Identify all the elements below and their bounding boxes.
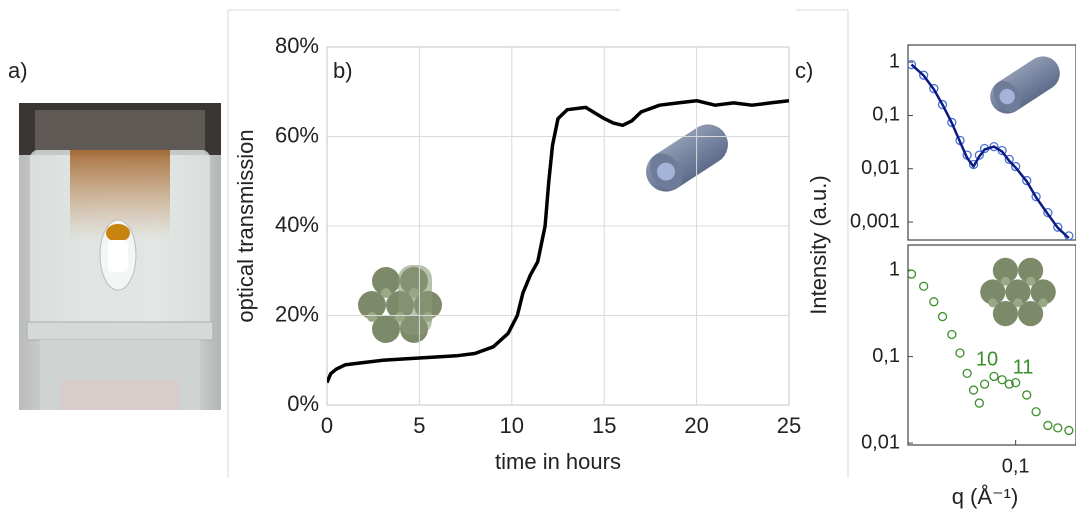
data-line	[910, 63, 1070, 240]
y-tick-label: 40%	[275, 212, 319, 237]
data-point	[979, 379, 990, 389]
plot-area	[908, 269, 1074, 436]
x-tick-label: 5	[413, 413, 425, 438]
photo	[19, 103, 221, 410]
peak-label: 11	[1013, 356, 1034, 378]
data-point	[1043, 420, 1053, 431]
x-tick-label: 25	[777, 413, 801, 438]
peak-label: 10	[976, 348, 998, 370]
data-point	[1011, 377, 1021, 388]
y-tick-label: 20%	[275, 301, 319, 326]
y-axis-label: optical transmission	[233, 129, 258, 322]
panel-label: c)	[795, 58, 813, 83]
y-tick-label: 0,1	[872, 345, 900, 367]
y-tick-label: 0,01	[861, 157, 900, 179]
data-point	[974, 398, 984, 408]
data-point	[1011, 161, 1021, 172]
x-tick-label: 20	[684, 413, 708, 438]
x-tick-label: 10	[500, 413, 524, 438]
plot-frame	[907, 244, 1076, 446]
x-tick-label: 0,1	[1002, 455, 1030, 477]
data-point	[1031, 191, 1041, 202]
data-point	[955, 348, 965, 358]
data-point	[937, 311, 948, 322]
data-point	[962, 368, 972, 378]
y-tick-label: 0,001	[850, 210, 900, 232]
y-tick-label: 80%	[275, 33, 319, 58]
y-tick-label: 1	[889, 50, 900, 72]
y-tick-label: 0,1	[872, 104, 900, 126]
y-axis-label: Intensity (a.u.)	[806, 175, 831, 314]
y-tick-label: 60%	[275, 122, 319, 147]
data-point	[947, 117, 957, 128]
plot-frame	[326, 46, 790, 406]
data-point	[1053, 222, 1063, 232]
cylinder-icon	[646, 124, 728, 192]
x-axis-label: time in hours	[495, 449, 621, 474]
data-point	[1031, 407, 1041, 417]
plot-area	[327, 98, 789, 384]
data-point	[919, 281, 929, 291]
data-point	[1053, 423, 1063, 433]
data-line	[327, 98, 789, 384]
data-point	[1064, 425, 1074, 436]
cylinder-icon	[990, 56, 1060, 114]
data-point	[908, 269, 917, 279]
panel-label: b)	[333, 58, 353, 83]
y-tick-label: 0%	[287, 391, 319, 416]
plot-area	[908, 59, 1074, 240]
panel-label: a)	[8, 58, 28, 83]
hexagonal-bundle-icon	[358, 265, 442, 343]
data-point	[968, 159, 979, 170]
data-point	[1043, 207, 1053, 218]
data-point	[947, 329, 957, 340]
hexagonal-bundle-icon	[980, 257, 1056, 327]
data-point	[929, 297, 939, 307]
data-point	[937, 99, 948, 110]
data-point	[1004, 154, 1014, 165]
data-point	[929, 83, 939, 94]
data-point	[1022, 390, 1032, 400]
data-point	[968, 385, 979, 395]
data-point	[908, 59, 917, 70]
y-tick-label: 1	[889, 258, 900, 280]
data-point	[1022, 175, 1032, 186]
data-point	[919, 70, 929, 80]
data-point	[1004, 379, 1014, 389]
plot-frame	[907, 44, 1076, 241]
data-point	[974, 150, 984, 160]
data-point	[989, 371, 999, 382]
y-tick-label: 0,01	[861, 431, 900, 453]
x-tick-label: 15	[592, 413, 616, 438]
x-axis-label: q (Å⁻¹)	[952, 484, 1019, 509]
data-point	[997, 375, 1007, 385]
x-tick-label: 0	[321, 413, 333, 438]
